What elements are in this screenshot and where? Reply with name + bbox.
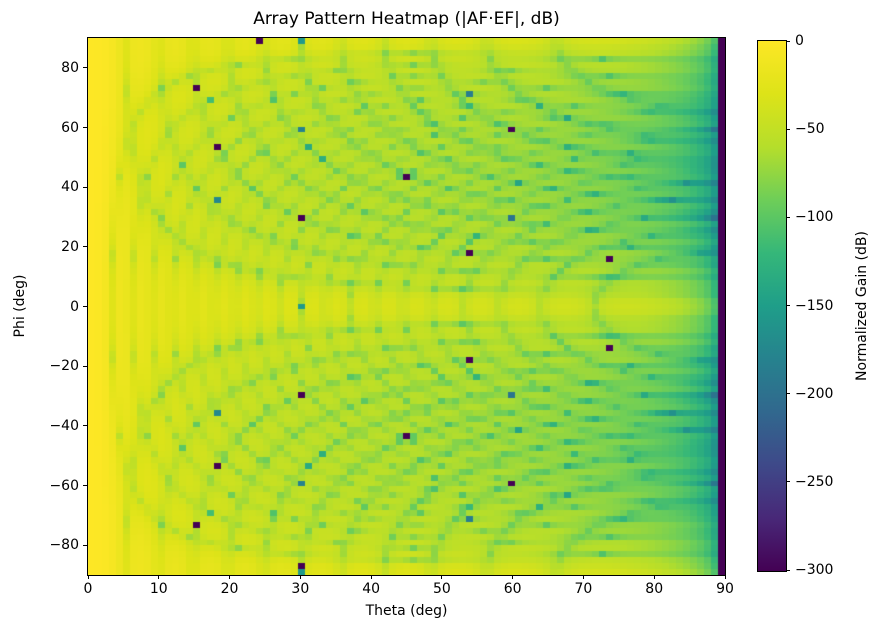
colorbar-tick-label: −300 xyxy=(795,562,834,578)
y-tick-label: −80 xyxy=(49,537,79,554)
x-tick-mark xyxy=(441,575,443,579)
x-tick-label: 40 xyxy=(362,581,381,597)
x-tick-mark xyxy=(87,575,89,579)
y-tick-label: 20 xyxy=(61,238,79,255)
x-tick-label: 10 xyxy=(149,581,168,597)
x-tick-mark xyxy=(229,575,231,579)
colorbar-tick-mark xyxy=(786,481,790,483)
colorbar xyxy=(757,40,787,572)
x-tick-mark xyxy=(582,575,584,579)
colorbar-tick-label: −50 xyxy=(795,121,825,138)
x-tick-label: 30 xyxy=(291,581,310,597)
colorbar-tick-label: 0 xyxy=(795,33,804,49)
x-tick-mark xyxy=(299,575,301,579)
y-tick-label: −60 xyxy=(49,477,79,494)
y-tick-mark xyxy=(83,127,87,128)
y-tick-label: −40 xyxy=(49,417,79,434)
colorbar-tick-mark xyxy=(786,569,790,571)
y-tick-mark xyxy=(83,246,87,248)
x-tick-mark xyxy=(724,575,726,579)
y-tick-label: 60 xyxy=(61,119,79,136)
x-tick-label: 20 xyxy=(220,581,239,597)
y-tick-label: 80 xyxy=(61,59,79,76)
colorbar-tick-label: −200 xyxy=(795,385,834,402)
y-tick-mark xyxy=(83,425,87,427)
y-tick-label: 40 xyxy=(61,179,79,196)
y-tick-mark xyxy=(83,365,87,367)
colorbar-tick-label: −250 xyxy=(795,473,834,490)
colorbar-tick-mark xyxy=(786,305,790,306)
colorbar-tick-mark xyxy=(786,128,790,130)
y-tick-label: −20 xyxy=(49,358,79,375)
y-axis-label: Phi (deg) xyxy=(12,274,28,338)
chart-title: Array Pattern Heatmap (|AF·EF|, dB) xyxy=(253,9,560,29)
x-tick-mark xyxy=(370,575,372,579)
x-tick-label: 70 xyxy=(574,581,593,597)
y-tick-mark xyxy=(83,67,87,69)
y-tick-mark xyxy=(83,544,87,546)
x-tick-label: 50 xyxy=(432,581,451,597)
colorbar-tick-mark xyxy=(786,40,790,42)
x-tick-mark xyxy=(158,575,160,579)
colorbar-gradient xyxy=(758,41,786,571)
x-tick-mark xyxy=(653,575,655,579)
x-tick-label: 0 xyxy=(83,581,93,597)
colorbar-tick-label: −100 xyxy=(795,209,834,226)
colorbar-tick-label: −150 xyxy=(795,297,834,314)
y-tick-mark xyxy=(83,306,87,307)
x-tick-label: 90 xyxy=(716,581,734,597)
x-tick-label: 80 xyxy=(645,581,664,597)
heatmap-canvas xyxy=(88,38,725,575)
x-axis-label: Theta (deg) xyxy=(365,603,448,619)
y-tick-mark xyxy=(83,186,87,188)
plot-frame xyxy=(87,37,726,576)
x-tick-mark xyxy=(512,575,514,579)
y-tick-label: 0 xyxy=(70,298,79,315)
y-tick-mark xyxy=(83,485,87,486)
colorbar-tick-mark xyxy=(786,393,790,395)
colorbar-tick-mark xyxy=(786,216,790,218)
x-tick-label: 60 xyxy=(503,581,522,597)
colorbar-label: Normalized Gain (dB) xyxy=(854,231,870,381)
